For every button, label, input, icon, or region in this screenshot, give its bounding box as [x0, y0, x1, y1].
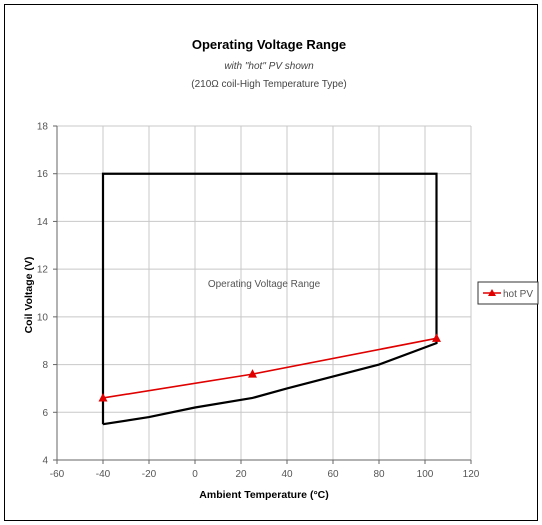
- series-line-hot-pv: [102, 337, 437, 399]
- x-tick-label: 60: [327, 469, 339, 480]
- x-tick-label: 40: [281, 469, 293, 480]
- x-tick-label: -40: [96, 469, 111, 480]
- x-tick-label: 120: [463, 469, 480, 480]
- x-tick-label: -60: [50, 469, 65, 480]
- data-point-hot-pv: [98, 392, 108, 402]
- y-tick-label: 8: [42, 360, 48, 371]
- y-tick-label: 6: [42, 408, 48, 419]
- chart-svg: Operating Voltage Range with "hot" PV sh…: [23, 37, 539, 501]
- data-point-hot-pv: [248, 369, 257, 378]
- y-tick-label: 10: [37, 312, 49, 323]
- x-tick-label: -20: [142, 469, 157, 480]
- legend: hot PV: [477, 281, 539, 305]
- legend-marker: [488, 289, 496, 296]
- boundary-line: [101, 172, 438, 426]
- operating-boundary: [101, 172, 438, 426]
- tick-labels: -60 -40 -20 0 20 40 60 80 100 120 4 6 8 10 12 14 16 18: [37, 122, 480, 481]
- chart-title: Operating Voltage Range: [192, 37, 346, 52]
- chart-subtitle-1: with "hot" PV shown: [224, 61, 314, 72]
- range-annotation: Operating Voltage Range: [208, 279, 321, 290]
- grid: [53, 125, 472, 464]
- y-tick-label: 12: [37, 265, 49, 276]
- legend-box: [477, 281, 539, 305]
- x-tick-label: 20: [235, 469, 247, 480]
- y-tick-label: 18: [37, 122, 49, 133]
- chart-frame: Operating Voltage Range with "hot" PV sh…: [4, 4, 539, 521]
- y-tick-label: 4: [42, 456, 48, 467]
- x-tick-label: 100: [417, 469, 434, 480]
- x-tick-label: 80: [373, 469, 385, 480]
- series-layer: [98, 333, 441, 402]
- y-tick-label: 14: [37, 217, 49, 228]
- legend-label: hot PV: [503, 289, 533, 300]
- chart-subtitle-2: (210Ω coil-High Temperature Type): [191, 79, 347, 90]
- data-point-hot-pv: [432, 333, 441, 342]
- y-tick-label: 16: [37, 169, 49, 180]
- x-axis-label: Ambient Temperature (°C): [199, 489, 328, 501]
- y-axis-label: Coil Voltage (V): [23, 257, 35, 334]
- x-tick-label: 0: [192, 469, 198, 480]
